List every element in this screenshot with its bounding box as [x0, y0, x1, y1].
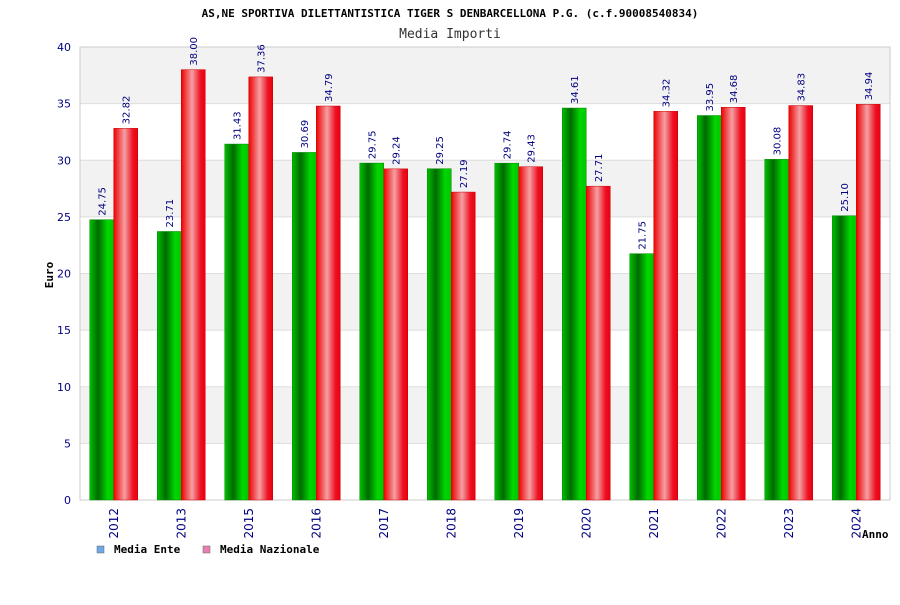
- bar-media-nazionale: [856, 104, 881, 501]
- data-label: 34.83: [797, 73, 808, 102]
- data-label: 31.43: [233, 111, 244, 140]
- x-tick-label: 2017: [377, 508, 391, 539]
- plot-border: [79, 46, 891, 501]
- x-axis-label: Anno: [862, 528, 889, 541]
- data-label: 38.00: [189, 37, 200, 66]
- x-tick-label: 2012: [107, 508, 121, 539]
- x-tick-label: 2021: [647, 508, 661, 539]
- bar-media-ente: [89, 219, 114, 501]
- y-tick-label: 25: [57, 211, 71, 224]
- data-label: 33.95: [705, 83, 716, 112]
- data-label: 25.10: [840, 183, 851, 212]
- x-tick-label: 2022: [714, 508, 728, 539]
- legend-label-media-ente: Media Ente: [114, 543, 181, 556]
- data-label: 27.71: [594, 154, 605, 183]
- legend: Media Ente Media Nazionale: [96, 543, 320, 556]
- plot-band: [80, 273, 890, 331]
- bar-media-ente: [562, 107, 587, 501]
- y-tick-label: 0: [64, 494, 71, 507]
- data-label: 29.43: [527, 134, 538, 163]
- data-label: 34.68: [729, 75, 740, 104]
- bar-media-ente: [764, 159, 789, 501]
- data-label: 34.61: [570, 75, 581, 104]
- plot-band: [80, 160, 890, 217]
- y-tick-label: 5: [64, 437, 71, 450]
- data-label: 29.25: [435, 136, 446, 165]
- data-label: 34.94: [864, 72, 875, 101]
- x-tick-label: 2015: [242, 508, 256, 539]
- bar-media-nazionale: [586, 185, 611, 501]
- bar-media-nazionale: [653, 111, 678, 501]
- plot-band: [80, 47, 890, 104]
- bar-media-nazionale: [721, 106, 746, 501]
- bar-media-nazionale: [788, 105, 813, 501]
- x-tick-label: 2018: [444, 508, 458, 539]
- data-label: 37.36: [257, 44, 268, 73]
- x-tick-label: 2024: [849, 508, 863, 539]
- data-label: 21.75: [638, 221, 649, 250]
- data-label: 34.32: [662, 79, 673, 108]
- bar-media-nazionale: [113, 128, 138, 501]
- y-tick-label: 10: [57, 381, 71, 394]
- x-axis-ticks: 2012 2013 2015 2016 2017 2018 2019 2020 2021 2022…: [107, 508, 864, 539]
- bar-media-nazionale: [518, 166, 543, 501]
- chart-title: AS,NE SPORTIVA DILETTANTISTICA TIGER S D…: [202, 7, 699, 20]
- x-tick-label: 2023: [782, 508, 796, 539]
- bar-media-ente: [359, 162, 384, 501]
- data-label: 24.75: [98, 187, 109, 216]
- bar-media-ente: [832, 215, 857, 501]
- data-label: 29.75: [368, 130, 379, 159]
- bar-media-ente: [494, 162, 519, 501]
- data-label: 30.69: [300, 120, 311, 149]
- data-label: 27.19: [459, 159, 470, 188]
- data-label: 23.71: [165, 199, 176, 228]
- x-tick-label: 2016: [309, 508, 323, 539]
- bar-media-nazionale: [383, 168, 408, 501]
- plot-background: [79, 46, 891, 501]
- data-label: 29.74: [503, 131, 514, 160]
- x-tick-label: 2019: [512, 508, 526, 539]
- bar-media-ente: [427, 168, 452, 501]
- plot-band: [80, 216, 890, 274]
- bar-media-ente: [224, 143, 249, 501]
- data-labels: 24.75 32.82 23.71 38.00 31.43 37.36 30.69 34.79…: [98, 37, 876, 250]
- plot-band: [80, 330, 890, 387]
- x-tick-label: 2020: [579, 508, 593, 539]
- bar-media-ente: [697, 115, 722, 501]
- legend-label-media-nazionale: Media Nazionale: [220, 543, 320, 556]
- y-tick-label: 30: [57, 154, 71, 167]
- bar-media-nazionale: [248, 76, 273, 501]
- plot-band: [80, 103, 890, 161]
- data-label: 29.24: [392, 136, 403, 165]
- bar-media-nazionale: [316, 105, 341, 501]
- y-tick-label: 35: [57, 98, 71, 111]
- bar-media-ente: [629, 253, 654, 501]
- x-tick-label: 2013: [174, 508, 188, 539]
- plot-band: [80, 443, 890, 500]
- bar-media-nazionale: [181, 69, 206, 501]
- y-tick-label: 20: [57, 268, 71, 281]
- y-tick-label: 15: [57, 324, 71, 337]
- legend-swatch-media-nazionale: [202, 545, 211, 554]
- bar-media-nazionale: [451, 191, 476, 501]
- legend-swatch-media-ente: [96, 545, 105, 554]
- y-axis-ticks: 0 5 10 15 20 25 30 35 40: [57, 41, 71, 507]
- bars: [89, 69, 881, 501]
- bar-media-ente: [157, 231, 182, 501]
- y-axis-label: Euro: [43, 261, 56, 288]
- data-label: 30.08: [773, 127, 784, 156]
- data-label: 34.79: [324, 73, 335, 102]
- y-tick-label: 40: [57, 41, 71, 54]
- chart-subtitle: Media Importi: [399, 27, 501, 42]
- data-label: 32.82: [122, 96, 133, 125]
- plot-band: [80, 386, 890, 444]
- bar-media-ente: [292, 152, 317, 501]
